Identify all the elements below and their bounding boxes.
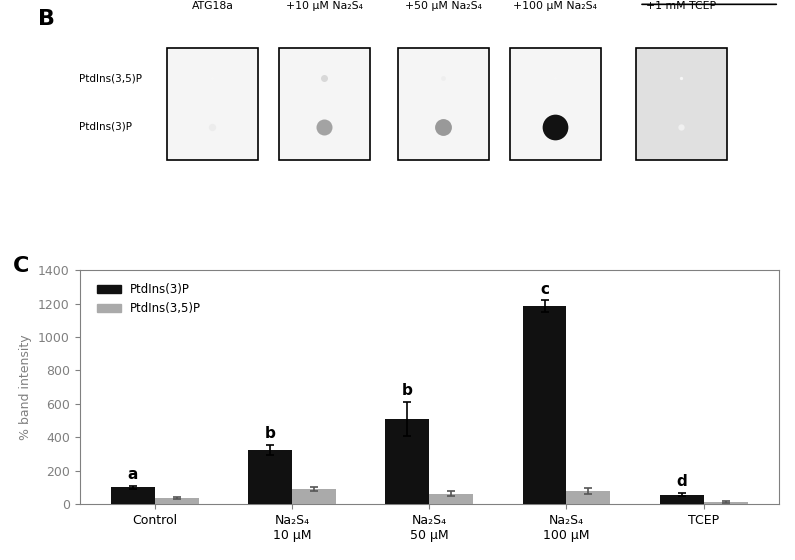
Text: d: d — [677, 474, 687, 489]
Point — [318, 74, 331, 83]
Bar — [248, 450, 292, 504]
Text: b: b — [265, 426, 276, 441]
Point — [437, 74, 450, 83]
Bar — [567, 491, 611, 504]
Bar — [522, 306, 567, 504]
Bar — [111, 487, 155, 504]
Point — [549, 74, 561, 83]
Text: ATG18a
+1 mM TCEP: ATG18a +1 mM TCEP — [646, 0, 716, 11]
Bar — [279, 48, 370, 160]
Text: ATG18a
+100 μM Na₂S₄: ATG18a +100 μM Na₂S₄ — [514, 0, 597, 11]
Point — [437, 122, 450, 131]
Bar — [386, 419, 429, 504]
Y-axis label: % band intensity: % band intensity — [19, 334, 33, 440]
Bar — [510, 48, 601, 160]
Point — [206, 122, 219, 131]
Text: PtdIns(3)P: PtdIns(3)P — [80, 122, 133, 132]
Text: ATG18-a
+50 μM Na₂S₄: ATG18-a +50 μM Na₂S₄ — [405, 0, 482, 11]
Bar — [167, 48, 258, 160]
Legend: PtdIns(3)P, PtdIns(3,5)P: PtdIns(3)P, PtdIns(3,5)P — [92, 278, 206, 320]
Text: PtdIns(3,5)P: PtdIns(3,5)P — [80, 73, 142, 83]
Bar — [429, 494, 473, 504]
Text: a: a — [128, 467, 138, 482]
Point — [206, 74, 219, 83]
Point — [549, 122, 561, 131]
Point — [675, 74, 688, 83]
Bar — [155, 498, 199, 504]
Point — [318, 122, 331, 131]
Text: c: c — [540, 282, 549, 297]
Bar — [398, 48, 489, 160]
Bar — [704, 502, 747, 504]
Bar — [660, 495, 704, 504]
Text: b: b — [402, 384, 413, 398]
Text: ATG18a: ATG18a — [192, 1, 234, 11]
Bar — [292, 489, 336, 504]
Text: ATG18a
+10 μM Na₂S₄: ATG18a +10 μM Na₂S₄ — [286, 0, 363, 11]
Text: B: B — [37, 9, 55, 29]
Bar — [636, 48, 727, 160]
Text: C: C — [13, 256, 29, 276]
Point — [675, 122, 688, 131]
